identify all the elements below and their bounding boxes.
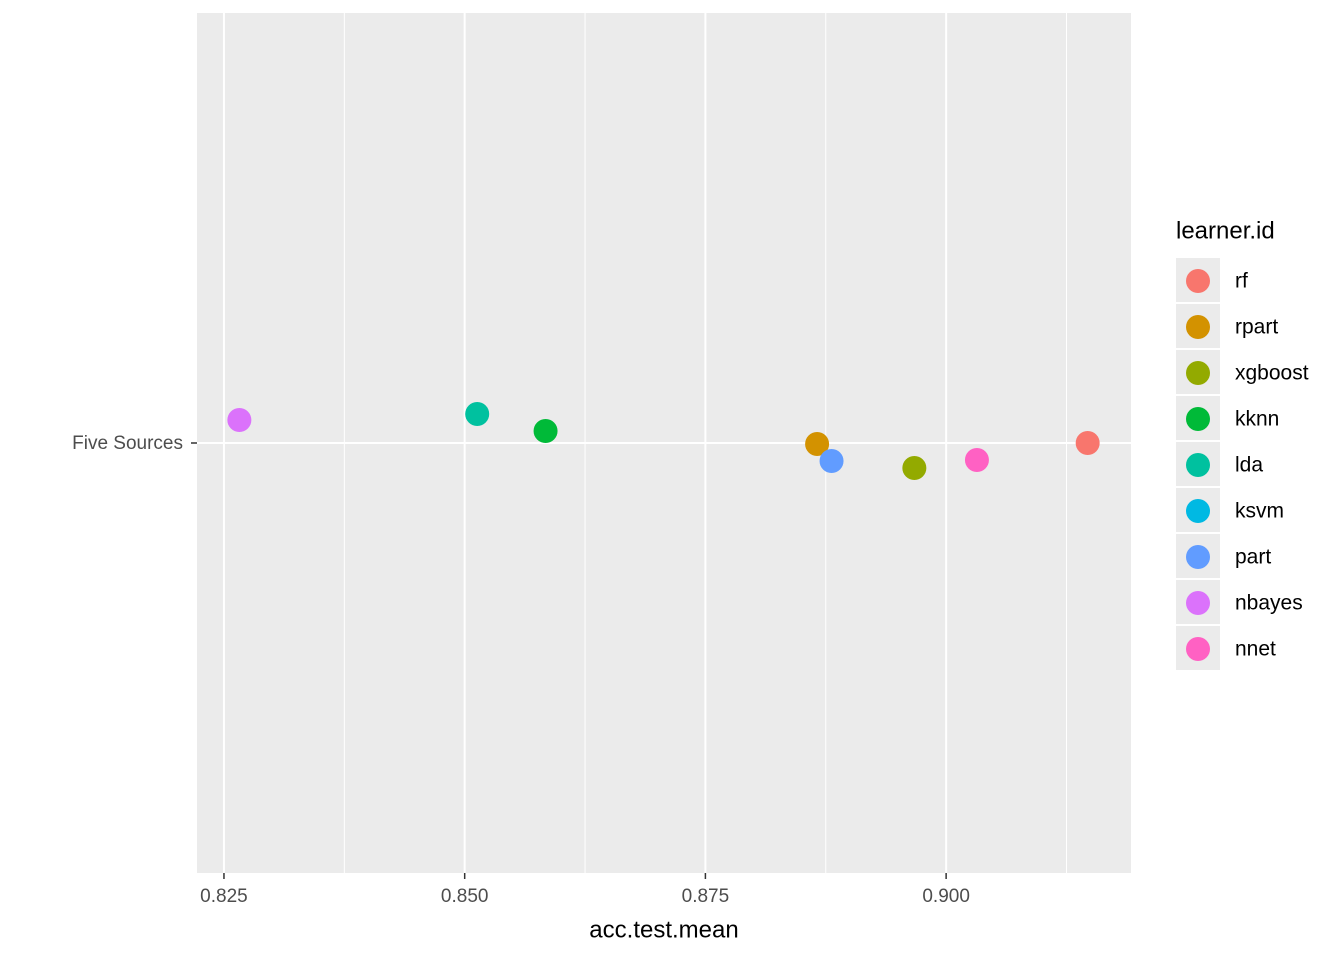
x-tick-label: 0.825 bbox=[200, 886, 248, 907]
legend-label: rpart bbox=[1235, 316, 1278, 339]
legend-label: part bbox=[1235, 546, 1271, 569]
x-tick-label: 0.850 bbox=[441, 886, 489, 907]
legend-swatch bbox=[1186, 545, 1210, 569]
legend-title: learner.id bbox=[1176, 217, 1275, 244]
legend-label: ksvm bbox=[1235, 500, 1284, 523]
point bbox=[533, 419, 558, 443]
point bbox=[805, 432, 830, 456]
point bbox=[1075, 431, 1100, 455]
legend-swatch bbox=[1186, 315, 1210, 339]
legend-swatch bbox=[1186, 453, 1210, 477]
x-axis-title: acc.test.mean bbox=[589, 916, 738, 943]
point bbox=[465, 402, 490, 426]
x-tick-label: 0.900 bbox=[922, 886, 970, 907]
point bbox=[902, 456, 927, 480]
legend-swatch bbox=[1186, 269, 1210, 293]
legend-label: nnet bbox=[1235, 638, 1276, 661]
point bbox=[964, 448, 989, 472]
legend-label: kknn bbox=[1235, 408, 1279, 431]
legend-label: xgboost bbox=[1235, 362, 1309, 385]
legend-swatch bbox=[1186, 591, 1210, 615]
legend-swatch bbox=[1186, 407, 1210, 431]
legend-label: nbayes bbox=[1235, 592, 1303, 615]
point bbox=[227, 408, 252, 432]
legend-swatch bbox=[1186, 361, 1210, 385]
legend-label: rf bbox=[1235, 270, 1248, 293]
y-tick-label: Five Sources bbox=[72, 433, 183, 454]
legend-label: lda bbox=[1235, 454, 1263, 477]
point bbox=[819, 449, 844, 473]
legend-swatch bbox=[1186, 637, 1210, 661]
x-tick-label: 0.875 bbox=[682, 886, 730, 907]
legend-swatch bbox=[1186, 499, 1210, 523]
